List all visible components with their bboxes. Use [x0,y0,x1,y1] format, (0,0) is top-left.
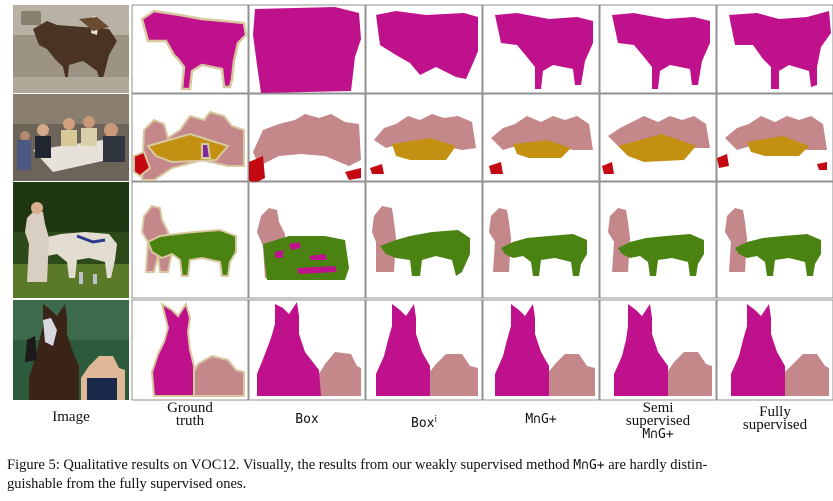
column-label-image: Image [13,409,129,425]
mask-people-box [248,93,366,184]
mask-people-ground-truth [131,93,249,182]
label-line: Boxi [411,414,437,432]
mask-horse-ground-truth [131,4,249,94]
mask-rider-fully [716,299,833,401]
column-label-fully-supervised: Fully supervised [717,404,833,433]
column-label-ground-truth: Ground truth [132,400,248,429]
mask-people-fully [716,93,833,182]
caption-text: are hardly distin- [604,457,708,473]
label-superscript: i [434,414,437,424]
label-base: Box [411,416,435,432]
photo-person-with-cow [13,182,129,298]
column-label-box: Box [249,413,365,426]
caption-text: Figure 5: Qualitative results on VOC12. … [7,457,574,473]
mask-horse-box [248,4,366,94]
mask-horse-semi [599,4,717,94]
row-person-with-cow [13,181,833,299]
caption-line-1: Figure 5: Qualitative results on VOC12. … [7,456,833,475]
mask-cow-boxi [365,181,483,299]
label-line: M∩G+ [525,412,557,427]
mask-rider-box [248,299,366,401]
mask-cow-box [248,181,366,299]
mask-rider-mg [482,299,600,401]
mask-people-semi [599,93,717,182]
mask-horse-boxi [365,4,483,94]
label-line: Fully [759,404,791,420]
mask-cow-ground-truth [131,181,249,299]
row-people-at-table [13,93,833,184]
label-line: Image [52,409,90,425]
mask-cow-mg [482,181,600,299]
mask-rider-semi [599,299,717,401]
label-line: Box [295,412,319,427]
row-horse-with-rider [13,299,833,401]
photo-people-at-table [13,94,129,181]
mask-cow-semi [599,181,717,299]
photo-horse [13,5,129,93]
label-line: supervised [742,417,808,433]
figure-caption: Figure 5: Qualitative results on VOC12. … [7,456,833,494]
caption-method: M∩G+ [573,458,605,473]
column-label-boxi: Boxi [366,413,482,430]
caption-line-2: guishable from the fully supervised ones… [7,476,247,492]
label-line: Semi [642,400,674,416]
label-line: Ground [167,400,213,416]
mask-people-mg [482,93,600,182]
mask-rider-boxi [365,299,483,401]
label-line: supervised [625,413,691,429]
photo-horse-with-rider [13,300,129,400]
label-line: truth [175,413,205,429]
mask-rider-ground-truth [131,299,249,401]
mask-horse-mg [482,4,600,94]
column-label-mg: M∩G+ [483,413,599,426]
label-line: M∩G+ [642,427,674,442]
mask-people-boxi [365,93,483,182]
row-horse [13,4,833,94]
column-label-semi-supervised: Semi supervised M∩G+ [600,400,716,442]
mask-cow-fully [716,181,833,299]
mask-horse-fully [716,4,833,94]
